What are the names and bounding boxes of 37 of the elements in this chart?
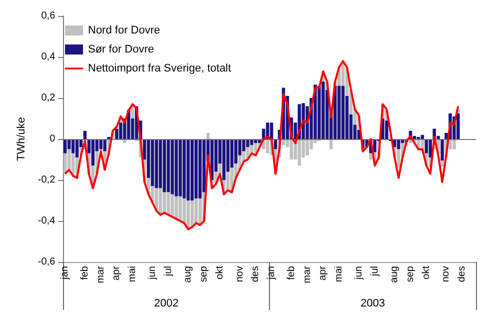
x-tick-label: jun: [146, 266, 158, 280]
y-tick-label: 0: [50, 134, 56, 144]
y-axis-title: TWh/uke: [16, 116, 28, 162]
y-tick-label: 0,4: [41, 52, 56, 62]
x-tick-label: jul: [162, 266, 174, 278]
x-tick-label: nov: [234, 266, 246, 282]
x-tick-label: des: [250, 266, 262, 282]
x-tick-label: aug: [389, 266, 400, 283]
legend-label: Nord for Dovre: [88, 24, 160, 36]
y-tick-label: -0,4: [38, 216, 56, 226]
y-tick-label: 0,2: [41, 92, 56, 104]
x-tick-label: aug: [182, 266, 194, 283]
y-tick-label: 0,6: [41, 10, 56, 22]
x-tick-label: mai: [127, 266, 138, 282]
x-tick-label: okt: [420, 266, 432, 280]
x-tick-label: feb: [286, 266, 297, 280]
x-tick-label: mai: [334, 266, 345, 282]
x-tick-label: sep: [198, 266, 210, 282]
text: 2003: [360, 298, 386, 310]
legend-label: Nettoimport fra Sverige, totalt: [88, 62, 232, 74]
legend-label: Sør for Dovre: [88, 44, 154, 56]
x-tick-label: sep: [404, 266, 416, 282]
x-tick-label: mar: [302, 265, 313, 284]
x-tick-label: jan: [266, 266, 278, 280]
text: 2002: [154, 298, 179, 310]
y-tick-label: -0,6: [38, 256, 56, 268]
x-tick-label: feb: [79, 266, 90, 280]
x-tick-label: apr: [318, 265, 329, 280]
x-tick-label: jul: [369, 266, 380, 278]
y-tick-label: -0,2: [38, 174, 56, 186]
x-tick-label: nov: [440, 266, 452, 282]
x-tick-label: jun: [353, 266, 364, 280]
x-tick-label: okt: [214, 266, 226, 280]
x-tick-label: mar: [95, 265, 106, 284]
x-tick-label: apr: [111, 265, 122, 280]
x-tick-label: des: [456, 266, 468, 282]
x-tick-label: jan: [60, 266, 71, 280]
